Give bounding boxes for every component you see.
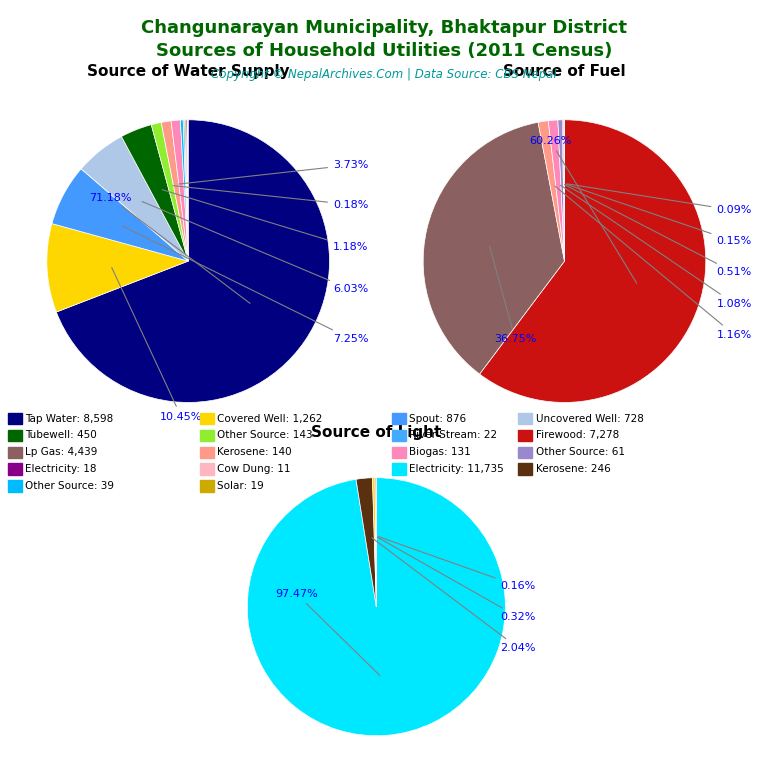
Wedge shape (562, 120, 564, 261)
Text: Firewood: 7,278: Firewood: 7,278 (536, 430, 619, 441)
Text: Electricity: 18: Electricity: 18 (25, 464, 97, 475)
Text: Solar: 19: Solar: 19 (217, 481, 264, 492)
Text: 60.26%: 60.26% (529, 136, 637, 283)
Wedge shape (375, 478, 376, 607)
Wedge shape (161, 121, 188, 261)
Text: 3.73%: 3.73% (179, 160, 369, 184)
Wedge shape (247, 478, 505, 736)
Text: 10.45%: 10.45% (111, 267, 202, 422)
Title: Source of Water Supply: Source of Water Supply (87, 65, 290, 79)
Text: Other Source: 61: Other Source: 61 (536, 447, 625, 458)
Text: Changunarayan Municipality, Bhaktapur District: Changunarayan Municipality, Bhaktapur Di… (141, 19, 627, 37)
Wedge shape (479, 120, 706, 402)
Wedge shape (52, 169, 188, 261)
Title: Source of Light: Source of Light (311, 425, 442, 440)
Text: Lp Gas: 4,439: Lp Gas: 4,439 (25, 447, 98, 458)
Text: Covered Well: 1,262: Covered Well: 1,262 (217, 413, 323, 424)
Wedge shape (548, 120, 564, 261)
Text: Other Source: 143: Other Source: 143 (217, 430, 313, 441)
Text: 71.18%: 71.18% (89, 193, 250, 303)
Text: 97.47%: 97.47% (275, 589, 380, 676)
Wedge shape (185, 120, 188, 261)
Text: River Stream: 22: River Stream: 22 (409, 430, 498, 441)
Wedge shape (356, 478, 376, 607)
Text: Uncovered Well: 728: Uncovered Well: 728 (536, 413, 644, 424)
Text: 0.16%: 0.16% (379, 537, 536, 591)
Text: Copyright © NepalArchives.Com | Data Source: CBS Nepal: Copyright © NepalArchives.Com | Data Sou… (211, 68, 557, 81)
Title: Source of Fuel: Source of Fuel (503, 65, 626, 79)
Wedge shape (47, 223, 188, 312)
Text: Biogas: 131: Biogas: 131 (409, 447, 471, 458)
Text: 0.18%: 0.18% (174, 186, 369, 210)
Wedge shape (372, 478, 376, 607)
Wedge shape (423, 122, 564, 374)
Text: 36.75%: 36.75% (489, 247, 536, 344)
Text: 2.04%: 2.04% (372, 538, 536, 653)
Text: 1.18%: 1.18% (162, 190, 369, 252)
Text: Kerosene: 246: Kerosene: 246 (536, 464, 611, 475)
Text: 0.51%: 0.51% (564, 185, 752, 277)
Wedge shape (538, 121, 564, 261)
Text: Kerosene: 140: Kerosene: 140 (217, 447, 292, 458)
Text: 0.32%: 0.32% (377, 537, 536, 622)
Wedge shape (121, 124, 188, 261)
Text: Sources of Household Utilities (2011 Census): Sources of Household Utilities (2011 Cen… (156, 42, 612, 60)
Wedge shape (180, 120, 188, 261)
Text: Cow Dung: 11: Cow Dung: 11 (217, 464, 291, 475)
Wedge shape (558, 120, 564, 261)
Text: 6.03%: 6.03% (142, 201, 369, 294)
Text: 1.16%: 1.16% (555, 186, 752, 339)
Wedge shape (186, 120, 188, 261)
Text: Other Source: 39: Other Source: 39 (25, 481, 114, 492)
Wedge shape (187, 120, 188, 261)
Text: 7.25%: 7.25% (122, 226, 369, 344)
Text: 1.08%: 1.08% (561, 185, 752, 309)
Text: Spout: 876: Spout: 876 (409, 413, 466, 424)
Wedge shape (151, 122, 188, 261)
Wedge shape (81, 137, 188, 261)
Wedge shape (183, 120, 188, 261)
Wedge shape (56, 120, 329, 402)
Text: Tap Water: 8,598: Tap Water: 8,598 (25, 413, 114, 424)
Wedge shape (171, 120, 188, 261)
Text: Tubewell: 450: Tubewell: 450 (25, 430, 97, 441)
Text: Electricity: 11,735: Electricity: 11,735 (409, 464, 504, 475)
Text: 0.09%: 0.09% (567, 184, 752, 215)
Text: 0.15%: 0.15% (566, 184, 752, 247)
